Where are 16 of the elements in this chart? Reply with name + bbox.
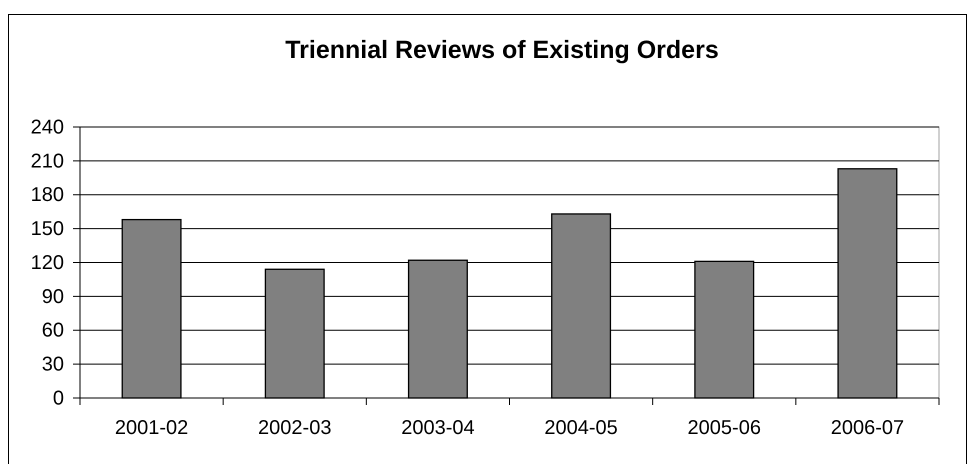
y-tick-label: 60 [42, 320, 64, 342]
x-tick-label: 2003-04 [401, 417, 475, 440]
y-tick-label: 210 [30, 150, 64, 172]
x-tick-label: 2002-03 [258, 417, 332, 440]
y-tick-label: 0 [52, 387, 64, 410]
y-tick-label: 120 [30, 252, 64, 274]
y-tick-label: 90 [42, 286, 64, 308]
y-tick-label: 150 [30, 218, 64, 240]
y-tick-label: 180 [30, 184, 64, 206]
chart-title: Triennial Reviews of Existing Orders [285, 36, 719, 64]
x-tick-label: 2006-07 [830, 417, 904, 440]
x-tick-label: 2005-06 [688, 417, 761, 440]
y-tick-label: 30 [42, 354, 64, 376]
x-tick-label: 2001-02 [114, 417, 188, 440]
y-tick-label: 240 [30, 116, 64, 138]
x-tick-label: 2004-05 [544, 417, 618, 440]
